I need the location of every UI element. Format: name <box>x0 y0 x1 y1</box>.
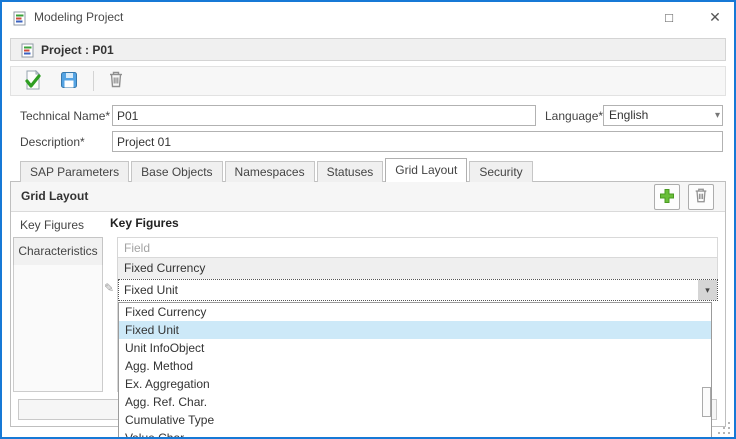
grid-layout-title: Grid Layout <box>21 189 89 203</box>
edit-pencil-icon: ✎ <box>104 281 115 295</box>
project-header: Project : P01 <box>10 38 726 61</box>
technical-name-label: Technical Name* <box>20 109 111 123</box>
tab-security[interactable]: Security <box>469 161 533 182</box>
toolbar <box>10 66 726 96</box>
language-select[interactable]: English ▾ <box>603 105 723 126</box>
project-icon <box>20 43 36 61</box>
toolbar-separator <box>93 71 94 91</box>
maximize-button[interactable]: □ <box>652 3 686 32</box>
trash-icon <box>107 70 125 92</box>
tab-statuses[interactable]: Statuses <box>316 161 384 182</box>
row-indicator-gutter: ✎ <box>103 237 118 392</box>
tab-sap-parameters[interactable]: SAP Parameters <box>20 161 130 182</box>
side-tab-characteristics[interactable]: Characteristics <box>13 237 103 266</box>
dropdown-item-agg-method[interactable]: Agg. Method <box>119 357 711 375</box>
field-column-header[interactable]: Field <box>118 237 718 258</box>
grid-layout-panel-header: Grid Layout <box>11 182 725 212</box>
plus-icon <box>659 188 675 207</box>
dropdown-item-cumulative-type[interactable]: Cumulative Type <box>119 411 711 429</box>
delete-button[interactable] <box>102 68 130 94</box>
dropdown-popup: Fixed Currency Fixed Unit Unit InfoObjec… <box>118 302 712 437</box>
language-label: Language* <box>545 109 604 123</box>
validate-icon <box>23 69 43 93</box>
editor-dropdown-button[interactable]: ▾ <box>698 280 717 300</box>
save-icon <box>60 71 78 92</box>
resize-grip[interactable] <box>718 422 731 435</box>
chevron-down-icon: ▾ <box>714 110 720 121</box>
add-row-button[interactable] <box>654 184 680 210</box>
dropdown-item-fixed-currency[interactable]: Fixed Currency <box>119 303 711 321</box>
maximize-icon: □ <box>665 10 673 25</box>
trash-icon <box>693 187 709 207</box>
field-editor-value: Fixed Unit <box>124 283 179 297</box>
side-panel-body <box>13 265 103 392</box>
dropdown-item-fixed-unit[interactable]: Fixed Unit <box>119 321 711 339</box>
tab-strip: SAP Parameters Base Objects Namespaces S… <box>20 158 535 182</box>
language-value: English <box>609 108 649 122</box>
tab-base-objects[interactable]: Base Objects <box>131 161 223 182</box>
grid-row-fixed-currency[interactable]: Fixed Currency <box>118 258 718 279</box>
validate-button[interactable] <box>19 68 47 94</box>
save-button[interactable] <box>55 68 83 94</box>
dropdown-arrow-icon: ▾ <box>705 285 710 295</box>
description-input[interactable] <box>112 131 723 152</box>
field-editor[interactable]: Fixed Unit ▾ <box>118 279 718 301</box>
delete-row-button[interactable] <box>688 184 714 210</box>
technical-name-input[interactable] <box>112 105 536 126</box>
project-title: Project : P01 <box>41 43 114 57</box>
dropdown-item-unit-infoobject[interactable]: Unit InfoObject <box>119 339 711 357</box>
window-title: Modeling Project <box>34 10 124 24</box>
title-bar: Modeling Project □ ✕ <box>2 2 734 34</box>
tab-namespaces[interactable]: Namespaces <box>224 161 315 182</box>
section-title: Key Figures <box>110 216 179 230</box>
dropdown-item-agg-ref-char[interactable]: Agg. Ref. Char. <box>119 393 711 411</box>
tab-grid-layout[interactable]: Grid Layout <box>385 158 468 182</box>
close-icon: ✕ <box>709 9 721 25</box>
close-button[interactable]: ✕ <box>698 3 732 32</box>
dropdown-item-ex-aggregation[interactable]: Ex. Aggregation <box>119 375 711 393</box>
dropdown-item-value-char[interactable]: Value Char. <box>119 429 711 437</box>
description-label: Description* <box>20 135 85 149</box>
modeling-app-icon <box>12 11 28 29</box>
scrollbar-thumb[interactable] <box>702 387 711 417</box>
side-tab-key-figures[interactable]: Key Figures <box>20 218 85 232</box>
